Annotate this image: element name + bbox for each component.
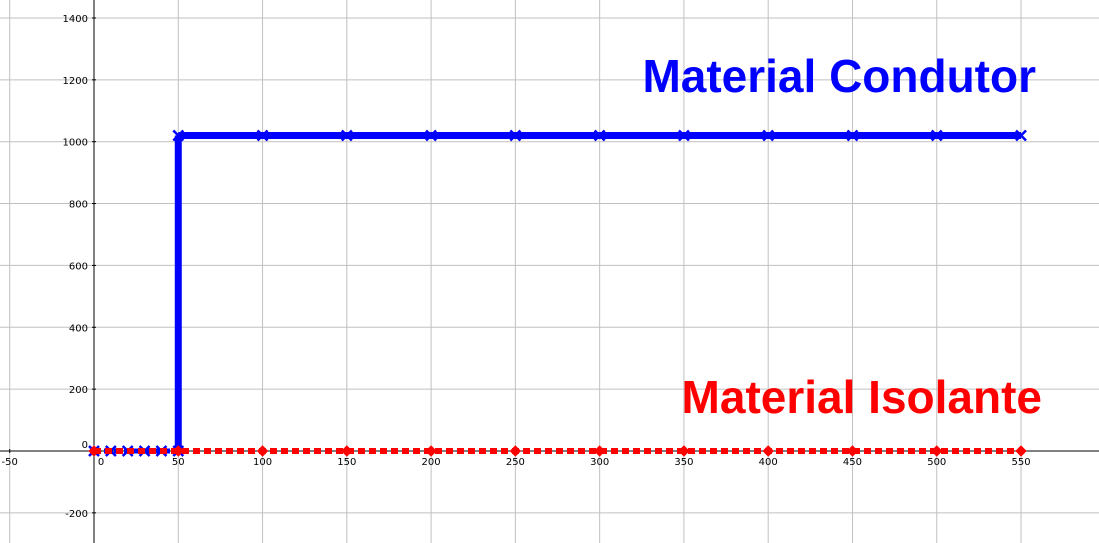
y-tick-label: 400 [69, 323, 88, 334]
data-point-marker [678, 445, 690, 457]
y-tick-label: -200 [65, 509, 88, 520]
y-tick-label: 200 [69, 385, 88, 396]
x-tick-label: 450 [843, 457, 862, 468]
data-point-marker [593, 129, 606, 142]
data-point-marker [1015, 445, 1027, 457]
data-point-marker [340, 129, 353, 142]
data-point-marker [593, 445, 606, 457]
tick-labels: -50 0 50 100 150 200 250 300 350 400 450 500 550 -200… [2, 14, 1031, 520]
data-point-marker [762, 129, 775, 142]
x-tick-label: 500 [927, 457, 946, 468]
data-point-marker [846, 445, 859, 457]
x-tick-label: 100 [253, 457, 272, 468]
data-point-marker [762, 445, 774, 457]
y-tick-label: 0 [82, 440, 88, 451]
data-point-marker [1015, 129, 1027, 142]
x-tick-label: 0 [98, 457, 104, 468]
y-tick-label: 600 [69, 261, 88, 272]
y-tick-label: 1000 [63, 138, 88, 149]
x-tick-label: 200 [422, 457, 441, 468]
x-tick-label: 550 [1011, 457, 1030, 468]
data-point-marker [341, 445, 353, 457]
data-point-marker [256, 445, 269, 457]
x-tick-label: 300 [590, 457, 609, 468]
data-point-marker [930, 129, 943, 142]
data-point-marker [425, 129, 437, 142]
x-tick-label: 350 [674, 457, 693, 468]
y-tick-label: 800 [69, 200, 88, 211]
y-tick-label: 1200 [63, 76, 88, 87]
series-label-condutor: Material Condutor [642, 50, 1036, 102]
x-tick-label: 50 [172, 457, 185, 468]
x-tick-label: 150 [337, 457, 356, 468]
series-label-isolante: Material Isolante [682, 371, 1042, 423]
x-tick-label: 250 [506, 457, 525, 468]
data-point-marker [172, 129, 185, 142]
data-point-marker [256, 129, 269, 142]
y-tick-label: 1400 [63, 14, 88, 25]
x-tick-label: -50 [2, 457, 18, 468]
series-layer [88, 129, 1027, 457]
data-point-marker [425, 445, 437, 457]
data-point-marker [509, 445, 522, 457]
data-point-marker [678, 129, 690, 142]
data-point-marker [931, 445, 943, 457]
x-tick-label: 400 [759, 457, 778, 468]
data-point-marker [172, 445, 184, 457]
data-point-marker [846, 129, 859, 142]
data-point-marker [509, 129, 522, 142]
series-isolante [88, 445, 1027, 457]
data-point-marker [88, 445, 100, 457]
